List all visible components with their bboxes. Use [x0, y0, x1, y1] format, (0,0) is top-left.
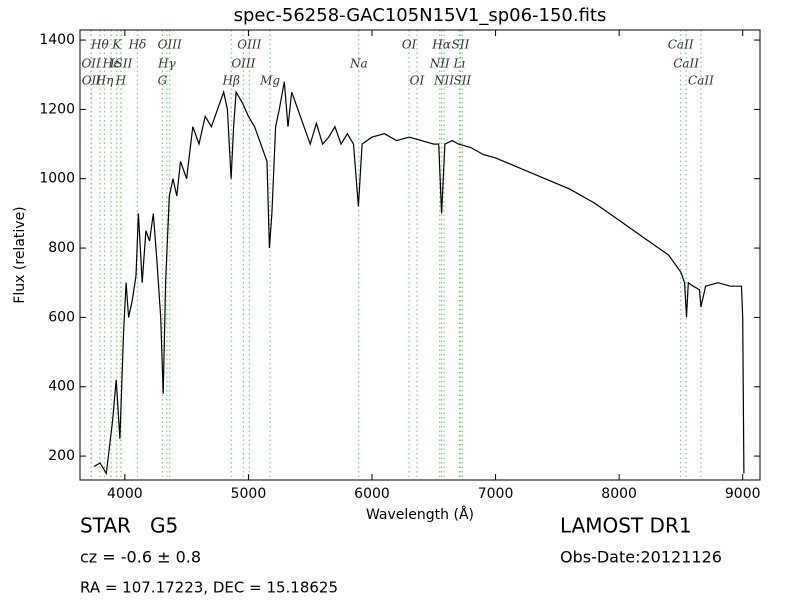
- spectral-line-label: OIII: [231, 57, 255, 71]
- spectral-line-label: CaII: [688, 74, 714, 88]
- x-tick-label: 6000: [354, 486, 390, 502]
- spectral-line-label: SII: [452, 38, 470, 52]
- spectral-line-label: H: [115, 74, 127, 88]
- plot-area: [90, 30, 745, 480]
- coordinates: RA = 107.17223, DEC = 15.18625: [80, 579, 338, 597]
- spectral-line-label: Mg: [259, 74, 280, 88]
- y-tick-label: 1000: [39, 171, 75, 187]
- spectral-line-label: ISII: [109, 57, 133, 71]
- spectral-line-label: Hα: [431, 38, 451, 52]
- survey: LAMOST DR1: [560, 514, 692, 538]
- y-tick-label: 800: [48, 240, 75, 256]
- obs-date: Obs-Date:20121126: [560, 548, 722, 567]
- spectral-line-label: CaII: [668, 38, 694, 52]
- x-axis-label: Wavelength (Å): [366, 506, 474, 523]
- redshift: cz = -0.6 ± 0.8: [80, 548, 201, 567]
- spectral-line-label: NII: [433, 74, 454, 88]
- spectral-line-label: Lı: [452, 57, 465, 71]
- y-axis-label: Flux (relative): [12, 206, 28, 303]
- plot-frame: [79, 29, 761, 481]
- spectral-line-label: Hε: [102, 57, 120, 71]
- spectral-line-label: Hη: [95, 74, 114, 88]
- spectral-line-label: OIII: [158, 38, 182, 52]
- spectral-line-label: OII: [82, 74, 102, 88]
- spectral-line-label: Hθ: [90, 38, 109, 52]
- spectral-line-label: Hδ: [128, 38, 147, 52]
- y-tick-label: 400: [48, 379, 75, 395]
- spectral-line-label: OIII: [237, 38, 261, 52]
- y-tick-label: 600: [48, 309, 75, 325]
- spectral-line-label: OII: [81, 57, 101, 71]
- x-tick-label: 9000: [725, 486, 761, 502]
- object-class: STAR G5: [80, 514, 178, 538]
- spectral-line-label: OI: [402, 38, 417, 52]
- chart-title: spec-56258-GAC105N15V1_sp06-150.fits: [234, 5, 607, 26]
- x-tick-label: 8000: [601, 486, 637, 502]
- spectrum: [93, 81, 745, 476]
- x-tick-label: 5000: [231, 486, 267, 502]
- spectral-line-label: K: [111, 38, 122, 52]
- spectral-line-label: OI: [410, 74, 425, 88]
- spectral-line-label: Na: [349, 57, 368, 71]
- spectral-line-label: SII: [453, 74, 471, 88]
- x-tick-label: 4000: [107, 486, 143, 502]
- spectral-line-label: NII: [429, 57, 450, 71]
- y-tick-label: 1200: [39, 101, 75, 117]
- spectral-line-label: CaII: [673, 57, 699, 71]
- spectral-line-label: G: [158, 74, 168, 88]
- x-tick-label: 7000: [478, 486, 514, 502]
- y-tick-label: 200: [48, 448, 75, 464]
- spectral-line-label: Hβ: [222, 74, 240, 88]
- y-tick-label: 1400: [39, 32, 75, 48]
- spectral-line-label: Hγ: [157, 57, 176, 71]
